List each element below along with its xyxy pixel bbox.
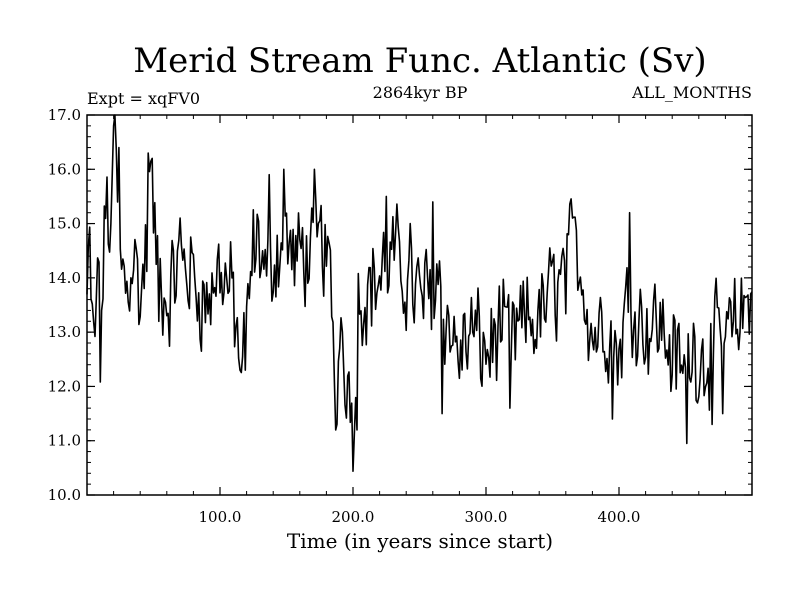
- y-tick-label: 15.0: [48, 215, 81, 233]
- x-tick-label: 400.0: [598, 508, 641, 526]
- y-tick-label: 14.0: [48, 269, 81, 287]
- series-line: [86, 114, 753, 472]
- x-tick-label: 100.0: [199, 508, 242, 526]
- subtitle-center: 2864kyr BP: [373, 83, 468, 102]
- x-axis-label: Time (in years since start): [287, 529, 553, 553]
- y-tick-label: 11.0: [48, 432, 81, 450]
- chart-title: Merid Stream Func. Atlantic (Sv): [133, 41, 706, 81]
- x-tick-label: 200.0: [332, 508, 375, 526]
- subtitle-left: Expt = xqFV0: [87, 89, 200, 108]
- y-tick-label: 10.0: [48, 486, 81, 504]
- x-tick-label: 300.0: [465, 508, 508, 526]
- subtitle-right: ALL_MONTHS: [631, 83, 752, 102]
- axis-ticks: 10.0 11.0 12.0 13.0 14.0 15.0 16.0 17.0 100.0 200…: [48, 106, 752, 526]
- y-tick-label: 17.0: [48, 106, 81, 124]
- y-tick-label: 16.0: [48, 160, 81, 178]
- y-tick-label: 12.0: [48, 377, 81, 395]
- plot-frame: [86, 114, 753, 496]
- y-tick-label: 13.0: [48, 323, 81, 341]
